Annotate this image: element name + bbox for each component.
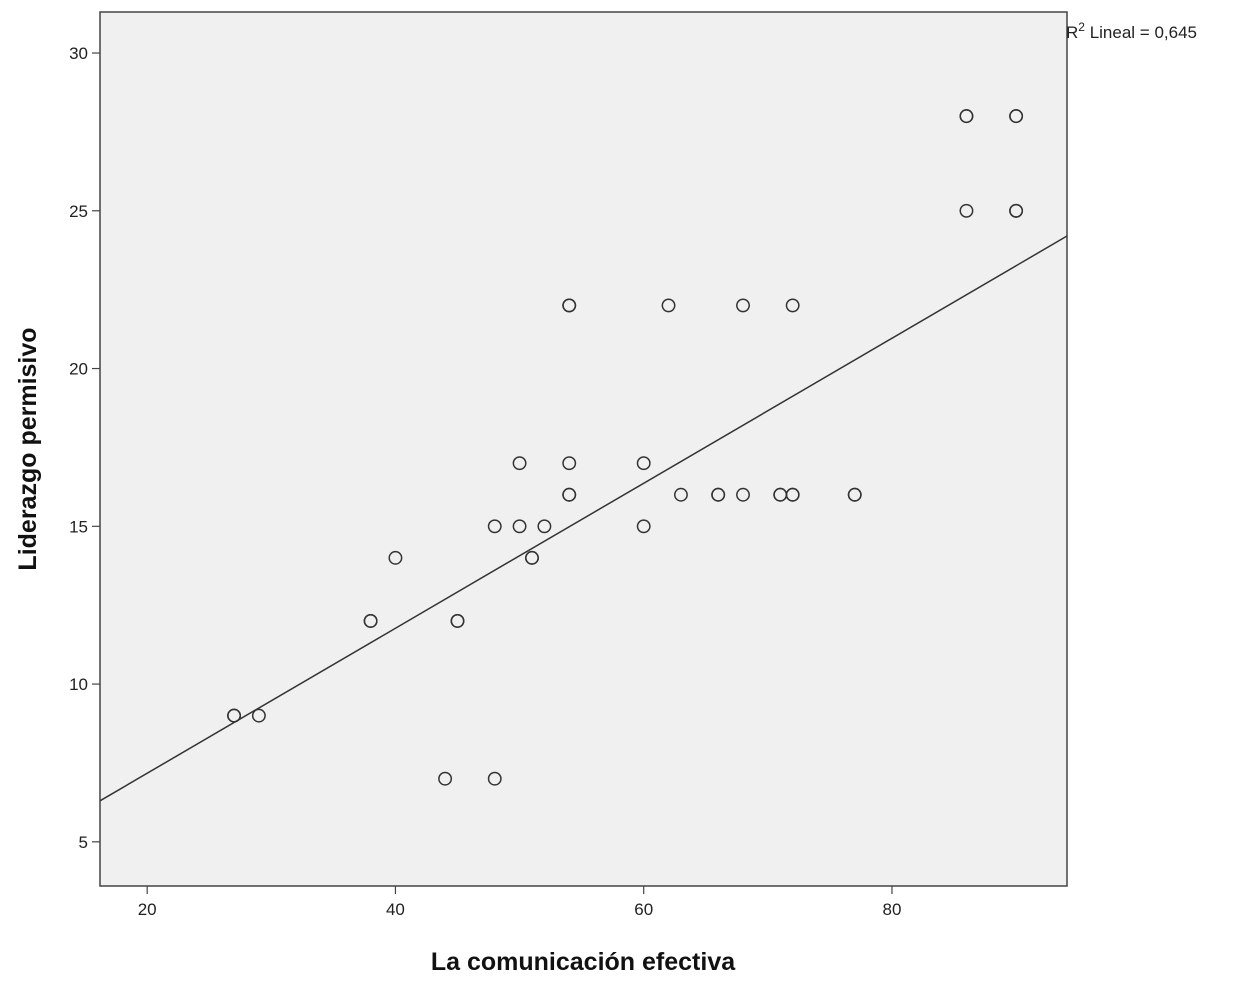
y-axis: 5 10 15 20 25 30 <box>69 44 100 852</box>
x-axis: 20 40 60 80 <box>138 886 902 919</box>
y-tick-label: 20 <box>69 360 88 379</box>
data-point <box>673 487 688 502</box>
data-point <box>711 487 726 502</box>
y-tick-label: 30 <box>69 44 88 63</box>
data-point <box>227 708 242 723</box>
data-point <box>736 487 750 502</box>
data-point <box>450 614 465 628</box>
x-axis-title: La comunicación efectiva <box>431 948 736 976</box>
data-point <box>847 487 862 502</box>
x-tick-label: 60 <box>634 900 653 919</box>
data-point <box>636 519 651 534</box>
data-point <box>736 298 750 313</box>
data-point <box>1009 109 1024 124</box>
y-tick-label: 25 <box>69 202 88 221</box>
r2-superscript: 2 <box>1078 20 1085 34</box>
data-point <box>537 519 552 534</box>
data-point <box>363 614 378 628</box>
data-point <box>562 456 577 471</box>
data-point <box>251 708 266 723</box>
data-point <box>512 456 527 471</box>
data-point <box>785 298 800 313</box>
data-point <box>959 203 974 218</box>
plot-area <box>99 11 1068 887</box>
y-tick-label: 10 <box>69 675 88 694</box>
data-point <box>512 519 527 534</box>
regression-line <box>99 235 1068 802</box>
data-point <box>487 519 502 534</box>
data-point <box>562 487 577 502</box>
y-tick-label: 5 <box>79 833 88 852</box>
data-point <box>661 298 676 313</box>
r2-text: Lineal = 0,645 <box>1085 23 1197 42</box>
data-point <box>1009 203 1024 218</box>
y-axis-title: Liderazgo permisivo <box>14 327 42 570</box>
x-tick-label: 40 <box>386 900 405 919</box>
data-point <box>785 487 800 502</box>
data-point <box>525 550 539 565</box>
data-point <box>438 771 453 786</box>
x-tick-label: 20 <box>138 900 157 919</box>
data-points <box>227 109 1024 786</box>
data-point <box>487 771 502 786</box>
r2-annotation: R2 Lineal = 0,645 <box>1066 20 1197 42</box>
r2-base: R <box>1066 23 1078 42</box>
data-point <box>636 456 651 471</box>
x-tick-label: 80 <box>883 900 902 919</box>
y-tick-label: 15 <box>69 517 88 536</box>
data-point <box>562 298 577 313</box>
data-point <box>388 550 403 565</box>
data-point <box>959 109 974 124</box>
